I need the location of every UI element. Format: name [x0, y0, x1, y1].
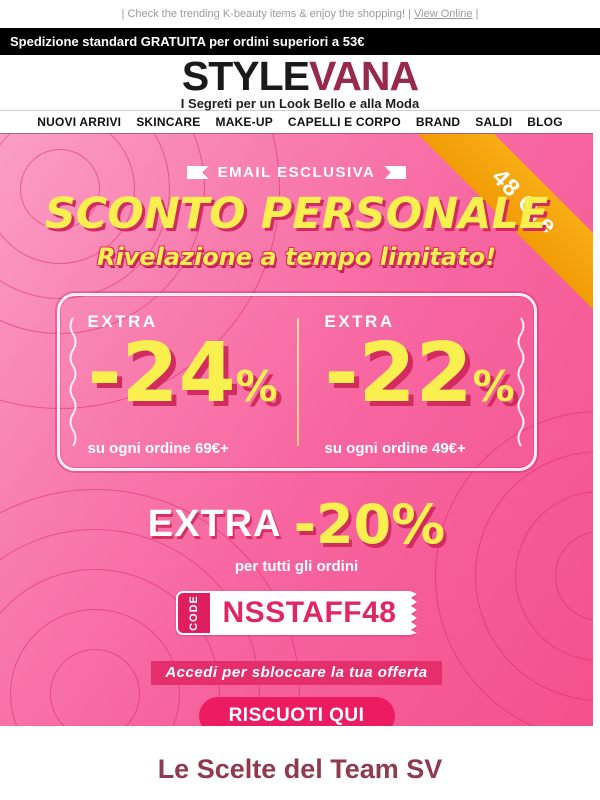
- promo-subheadline: Rivelazione a tempo limitato!: [96, 243, 497, 271]
- coupon-right: EXTRA -22% su ogni ordine 49€+: [297, 296, 534, 468]
- riscuoti-qui-button[interactable]: RISCUOTI QUI: [198, 697, 395, 726]
- code-label: CODE: [187, 595, 200, 631]
- email-esclusiva-badge: EMAIL ESCLUSIVA: [186, 164, 407, 181]
- coupon-right-label: EXTRA: [324, 312, 395, 331]
- section-title: Le Scelte del Team SV: [157, 754, 443, 784]
- top-utility-bar: | Check the trending K-beauty items & en…: [0, 0, 600, 28]
- extra-20-label: EXTRA: [147, 503, 282, 545]
- badge-label: EMAIL ESCLUSIVA: [217, 164, 376, 181]
- coupon-right-condition: su ogni ordine 49€+: [324, 440, 466, 457]
- ribbon-flag-left-icon: [186, 166, 209, 179]
- logo-tagline: I Segreti per un Look Bello e alla Moda: [180, 96, 420, 111]
- logo-style: STYLE: [181, 53, 310, 99]
- login-note: Accedi per sbloccare la tua offerta: [151, 661, 442, 685]
- nav-item-makeup[interactable]: MAKE-UP: [215, 115, 273, 129]
- promo-code-value: NSSTAFF48: [209, 591, 410, 635]
- main-nav: NUOVI ARRIVI SKINCARE MAKE-UP CAPELLI E …: [0, 110, 600, 133]
- nav-item-skincare[interactable]: SKINCARE: [136, 115, 201, 129]
- nav-item-saldi[interactable]: SALDI: [475, 115, 513, 129]
- nav-item-blog[interactable]: BLOG: [527, 115, 563, 129]
- code-label-tab: CODE: [175, 591, 210, 635]
- coupon-right-discount: -22%: [324, 326, 515, 421]
- chip-zigzag-edge-icon: [409, 591, 417, 635]
- coupon-left-condition: su ogni ordine 69€+: [87, 440, 229, 457]
- nav-item-capelli-e-corpo[interactable]: CAPELLI E CORPO: [287, 115, 401, 129]
- extra-20-discount: -20%: [293, 493, 446, 556]
- topbar-text: | Check the trending K-beauty items & en…: [121, 8, 411, 20]
- nav-item-nuovi-arrivi[interactable]: NUOVI ARRIVI: [37, 115, 122, 129]
- ticket-wavy-edge-left-icon: [69, 317, 76, 447]
- promo-banner: 48 Ore EMAIL ESCLUSIVA SCONTO PERSONALE …: [0, 133, 593, 726]
- extra-20-condition: per tutti gli ordini: [234, 558, 359, 575]
- coupon-left-label: EXTRA: [87, 312, 158, 331]
- coupon-ticket: EXTRA -24% su ogni ordine 69€+ EXTRA -22…: [56, 293, 537, 471]
- logo-vana: VANA: [309, 53, 419, 99]
- ribbon-flag-right-icon: [384, 166, 407, 179]
- nav-item-brand[interactable]: BRAND: [415, 115, 461, 129]
- coupon-left: EXTRA -24% su ogni ordine 69€+: [60, 296, 297, 468]
- stylevana-logo[interactable]: STYLEVANA: [181, 53, 419, 99]
- promo-headline: SCONTO PERSONALE: [44, 189, 549, 239]
- topbar-text-suffix: |: [475, 8, 479, 20]
- view-online-link[interactable]: View Online: [414, 8, 473, 20]
- extra-20-row: EXTRA -20%: [148, 493, 445, 556]
- promo-code-chip[interactable]: CODE NSSTAFF48: [175, 591, 418, 635]
- shipping-banner: Spedizione standard GRATUITA per ordini …: [0, 28, 600, 55]
- header: STYLEVANA I Segreti per un Look Bello e …: [0, 55, 600, 110]
- ticket-wavy-edge-right-icon: [517, 317, 524, 447]
- coupon-left-discount: -24%: [87, 326, 278, 421]
- shipping-text: Spedizione standard GRATUITA per ordini …: [10, 34, 365, 49]
- ticket-divider: [296, 318, 299, 446]
